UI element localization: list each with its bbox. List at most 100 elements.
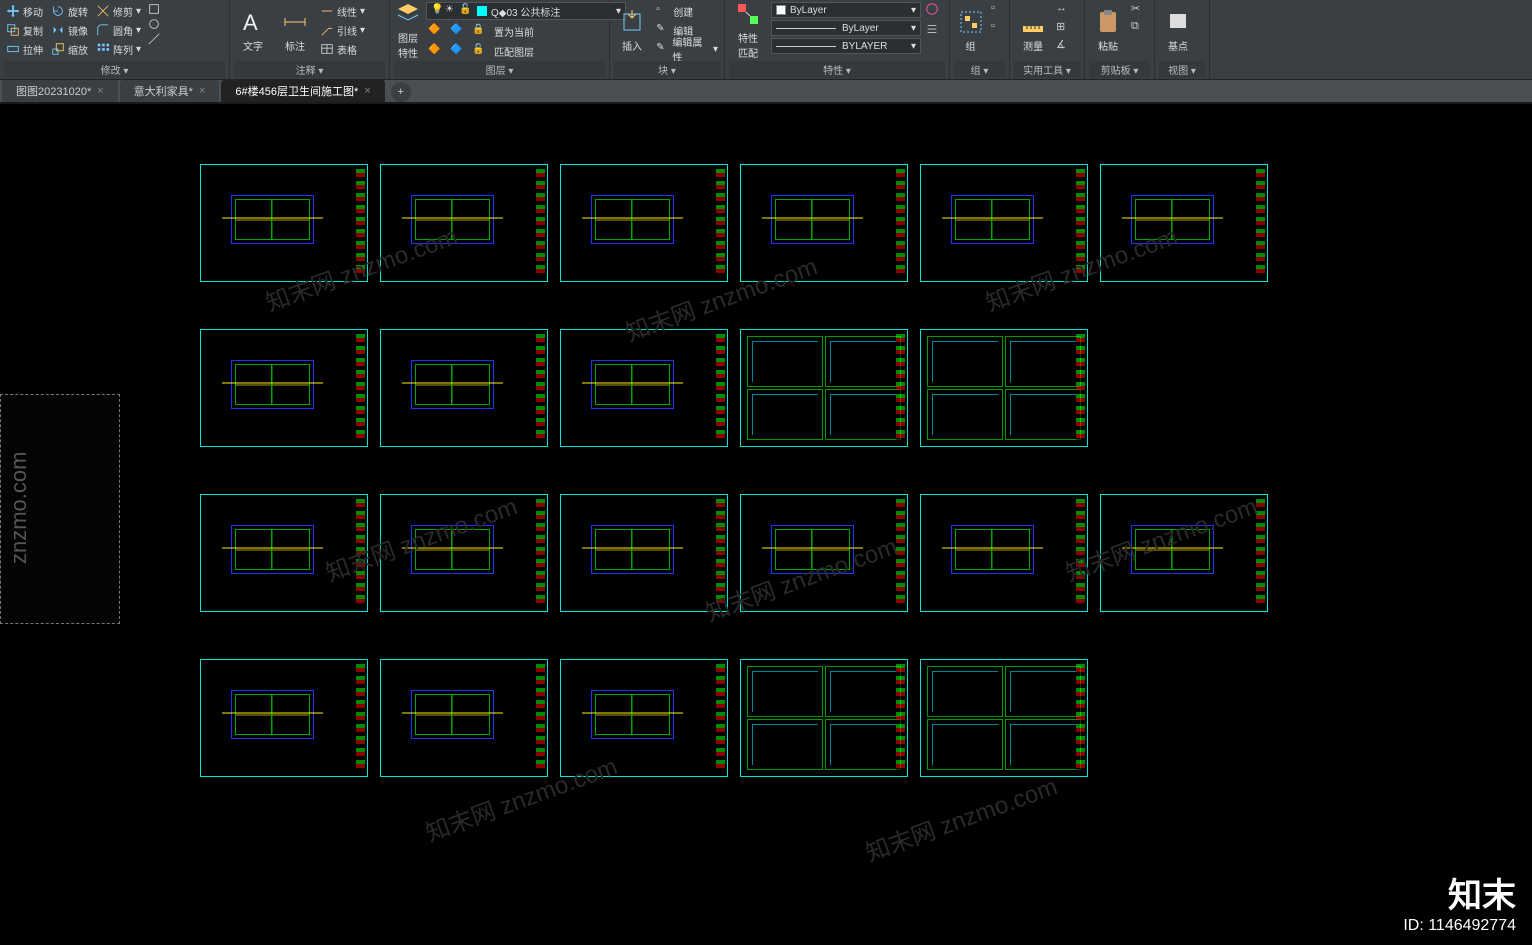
document-tabstrip: 图图20231020*×意大利家具*×6#楼456层卫生间施工图*×+ xyxy=(0,80,1532,104)
move-button[interactable]: 移动 xyxy=(4,2,45,20)
linetype-dropdown[interactable]: BYLAYER▾ xyxy=(771,38,921,54)
panel-view: 基点 视图 ▾ xyxy=(1155,0,1210,79)
panel-annotate-title[interactable]: 注释 ▾ xyxy=(234,61,385,78)
panel-clipboard-title[interactable]: 剪贴板 ▾ xyxy=(1089,61,1150,78)
color-dropdown[interactable]: ByLayer▾ xyxy=(771,2,921,18)
text-button[interactable]: A 文字 xyxy=(234,2,272,58)
util-icon-1[interactable]: ↔ xyxy=(1056,2,1070,16)
panel-modify-title[interactable]: 修改 ▾ xyxy=(4,61,225,78)
fillet-button[interactable]: 圆角 ▾ xyxy=(94,21,143,39)
drawing-sheet[interactable] xyxy=(920,164,1088,282)
floor-plan xyxy=(951,195,1034,244)
create-label: 创建 xyxy=(673,4,693,19)
array-button[interactable]: 阵列 ▾ xyxy=(94,40,143,58)
modify-extra-icon-2[interactable] xyxy=(147,17,161,31)
close-icon[interactable]: × xyxy=(364,85,370,97)
fillet-label: 圆角 xyxy=(113,23,133,38)
layer-dropdown[interactable]: 💡 ☀ 🔓 Q◆03 公共标注 ▾ xyxy=(426,2,626,20)
drawing-sheet[interactable] xyxy=(560,494,728,612)
drawing-sheet[interactable] xyxy=(380,164,548,282)
layer-icon-6: 🔓 xyxy=(472,44,486,58)
drawing-sheet[interactable] xyxy=(560,164,728,282)
drawing-sheet[interactable] xyxy=(920,659,1088,777)
drawing-sheet[interactable] xyxy=(920,494,1088,612)
insert-button[interactable]: 插入 xyxy=(614,2,650,58)
copy-clip-icon[interactable]: ⧉ xyxy=(1131,20,1145,34)
util-icon-3[interactable]: ∡ xyxy=(1056,38,1070,52)
layer-tool-5[interactable]: 🔷 xyxy=(448,42,466,60)
match-layer-label: 匹配图层 xyxy=(494,44,534,59)
drawing-sheet[interactable] xyxy=(560,659,728,777)
modify-extra-icon-3[interactable] xyxy=(147,32,161,46)
palette-icon[interactable] xyxy=(925,2,939,16)
trim-button[interactable]: 修剪 ▾ xyxy=(94,2,143,20)
close-icon[interactable]: × xyxy=(199,85,205,97)
basepoint-button[interactable]: 基点 xyxy=(1159,2,1197,58)
panel-view-title[interactable]: 视图 ▾ xyxy=(1159,61,1205,78)
drawing-sheet[interactable] xyxy=(740,164,908,282)
detail-quad xyxy=(747,336,901,440)
match-layer-button[interactable]: 匹配图层 xyxy=(492,42,536,60)
drawing-sheet[interactable] xyxy=(200,164,368,282)
panel-block: 插入 ▫创建 ✎编辑 ✎编辑属性 ▾ 块 ▾ xyxy=(610,0,725,79)
paste-button[interactable]: 粘贴 xyxy=(1089,2,1127,58)
cut-icon[interactable]: ✂ xyxy=(1131,2,1145,16)
group-extra-2[interactable]: ▫ xyxy=(991,20,1005,34)
copy-button[interactable]: 复制 xyxy=(4,21,45,39)
drawing-sheet[interactable] xyxy=(740,659,908,777)
drawing-sheet[interactable] xyxy=(740,494,908,612)
rotate-button[interactable]: 旋转 xyxy=(49,2,90,20)
panel-utilities-title[interactable]: 实用工具 ▾ xyxy=(1014,61,1080,78)
panel-properties-title[interactable]: 特性 ▾ xyxy=(729,61,945,78)
group-extra-1[interactable]: ▫ xyxy=(991,2,1005,16)
add-tab-button[interactable]: + xyxy=(391,82,411,102)
layer-icon-5: 🔷 xyxy=(450,44,464,58)
list-icon[interactable] xyxy=(925,22,939,36)
drawing-sheet[interactable] xyxy=(380,494,548,612)
layer-tool-6[interactable]: 🔓 xyxy=(470,42,488,60)
table-icon xyxy=(320,42,334,56)
linear-button[interactable]: 线性 ▾ xyxy=(318,2,367,20)
drawing-sheet[interactable] xyxy=(740,329,908,447)
drawing-sheet[interactable] xyxy=(1100,164,1268,282)
drawing-sheet[interactable] xyxy=(200,494,368,612)
layer-tool-4[interactable]: 🔶 xyxy=(426,42,444,60)
layer-properties-button[interactable]: 图层 特性 xyxy=(394,2,422,58)
drawing-sheet[interactable] xyxy=(1100,494,1268,612)
tab-label: 意大利家具* xyxy=(134,83,193,99)
util-icon-2[interactable]: ⊞ xyxy=(1056,20,1070,34)
layer-tool-2[interactable]: 🔷 xyxy=(448,22,466,40)
measure-button[interactable]: 测量 xyxy=(1014,2,1052,58)
dimension-button[interactable]: 标注 xyxy=(276,2,314,58)
mirror-button[interactable]: 镜像 xyxy=(49,21,90,39)
edit-attr-button[interactable]: ✎编辑属性 ▾ xyxy=(654,40,720,58)
layer-tool-1[interactable]: 🔶 xyxy=(426,22,444,40)
group-button[interactable]: 组 xyxy=(954,2,987,58)
document-tab[interactable]: 图图20231020*× xyxy=(2,80,118,102)
close-icon[interactable]: × xyxy=(97,85,103,97)
detail-quad xyxy=(927,666,1081,770)
document-tab[interactable]: 意大利家具* × xyxy=(120,80,220,102)
drawing-sheet[interactable] xyxy=(200,329,368,447)
drawing-sheet[interactable] xyxy=(920,329,1088,447)
panel-groups-title[interactable]: 组 ▾ xyxy=(954,61,1005,78)
document-tab[interactable]: 6#楼456层卫生间施工图*× xyxy=(221,80,384,102)
drawing-canvas[interactable]: znzmo.com xyxy=(0,104,1532,945)
panel-block-title[interactable]: 块 ▾ xyxy=(614,61,720,78)
drawing-sheet[interactable] xyxy=(200,659,368,777)
leader-button[interactable]: 引线 ▾ xyxy=(318,21,367,39)
match-properties-button[interactable]: 特性 匹配 xyxy=(729,2,767,58)
create-block-button[interactable]: ▫创建 xyxy=(654,2,720,20)
panel-layers-title[interactable]: 图层 ▾ xyxy=(394,61,605,78)
modify-extra-icon-1[interactable] xyxy=(147,2,161,16)
table-button[interactable]: 表格 xyxy=(318,40,367,58)
scale-button[interactable]: 缩放 xyxy=(49,40,90,58)
lineweight-dropdown[interactable]: ByLayer▾ xyxy=(771,20,921,36)
layer-tool-3[interactable]: 🔒 xyxy=(470,22,488,40)
drawing-sheet[interactable] xyxy=(380,329,548,447)
layer-icon-1: 🔶 xyxy=(428,24,442,38)
stretch-button[interactable]: 拉伸 xyxy=(4,40,45,58)
drawing-sheet[interactable] xyxy=(560,329,728,447)
make-current-button[interactable]: 置为当前 xyxy=(492,22,536,40)
drawing-sheet[interactable] xyxy=(380,659,548,777)
